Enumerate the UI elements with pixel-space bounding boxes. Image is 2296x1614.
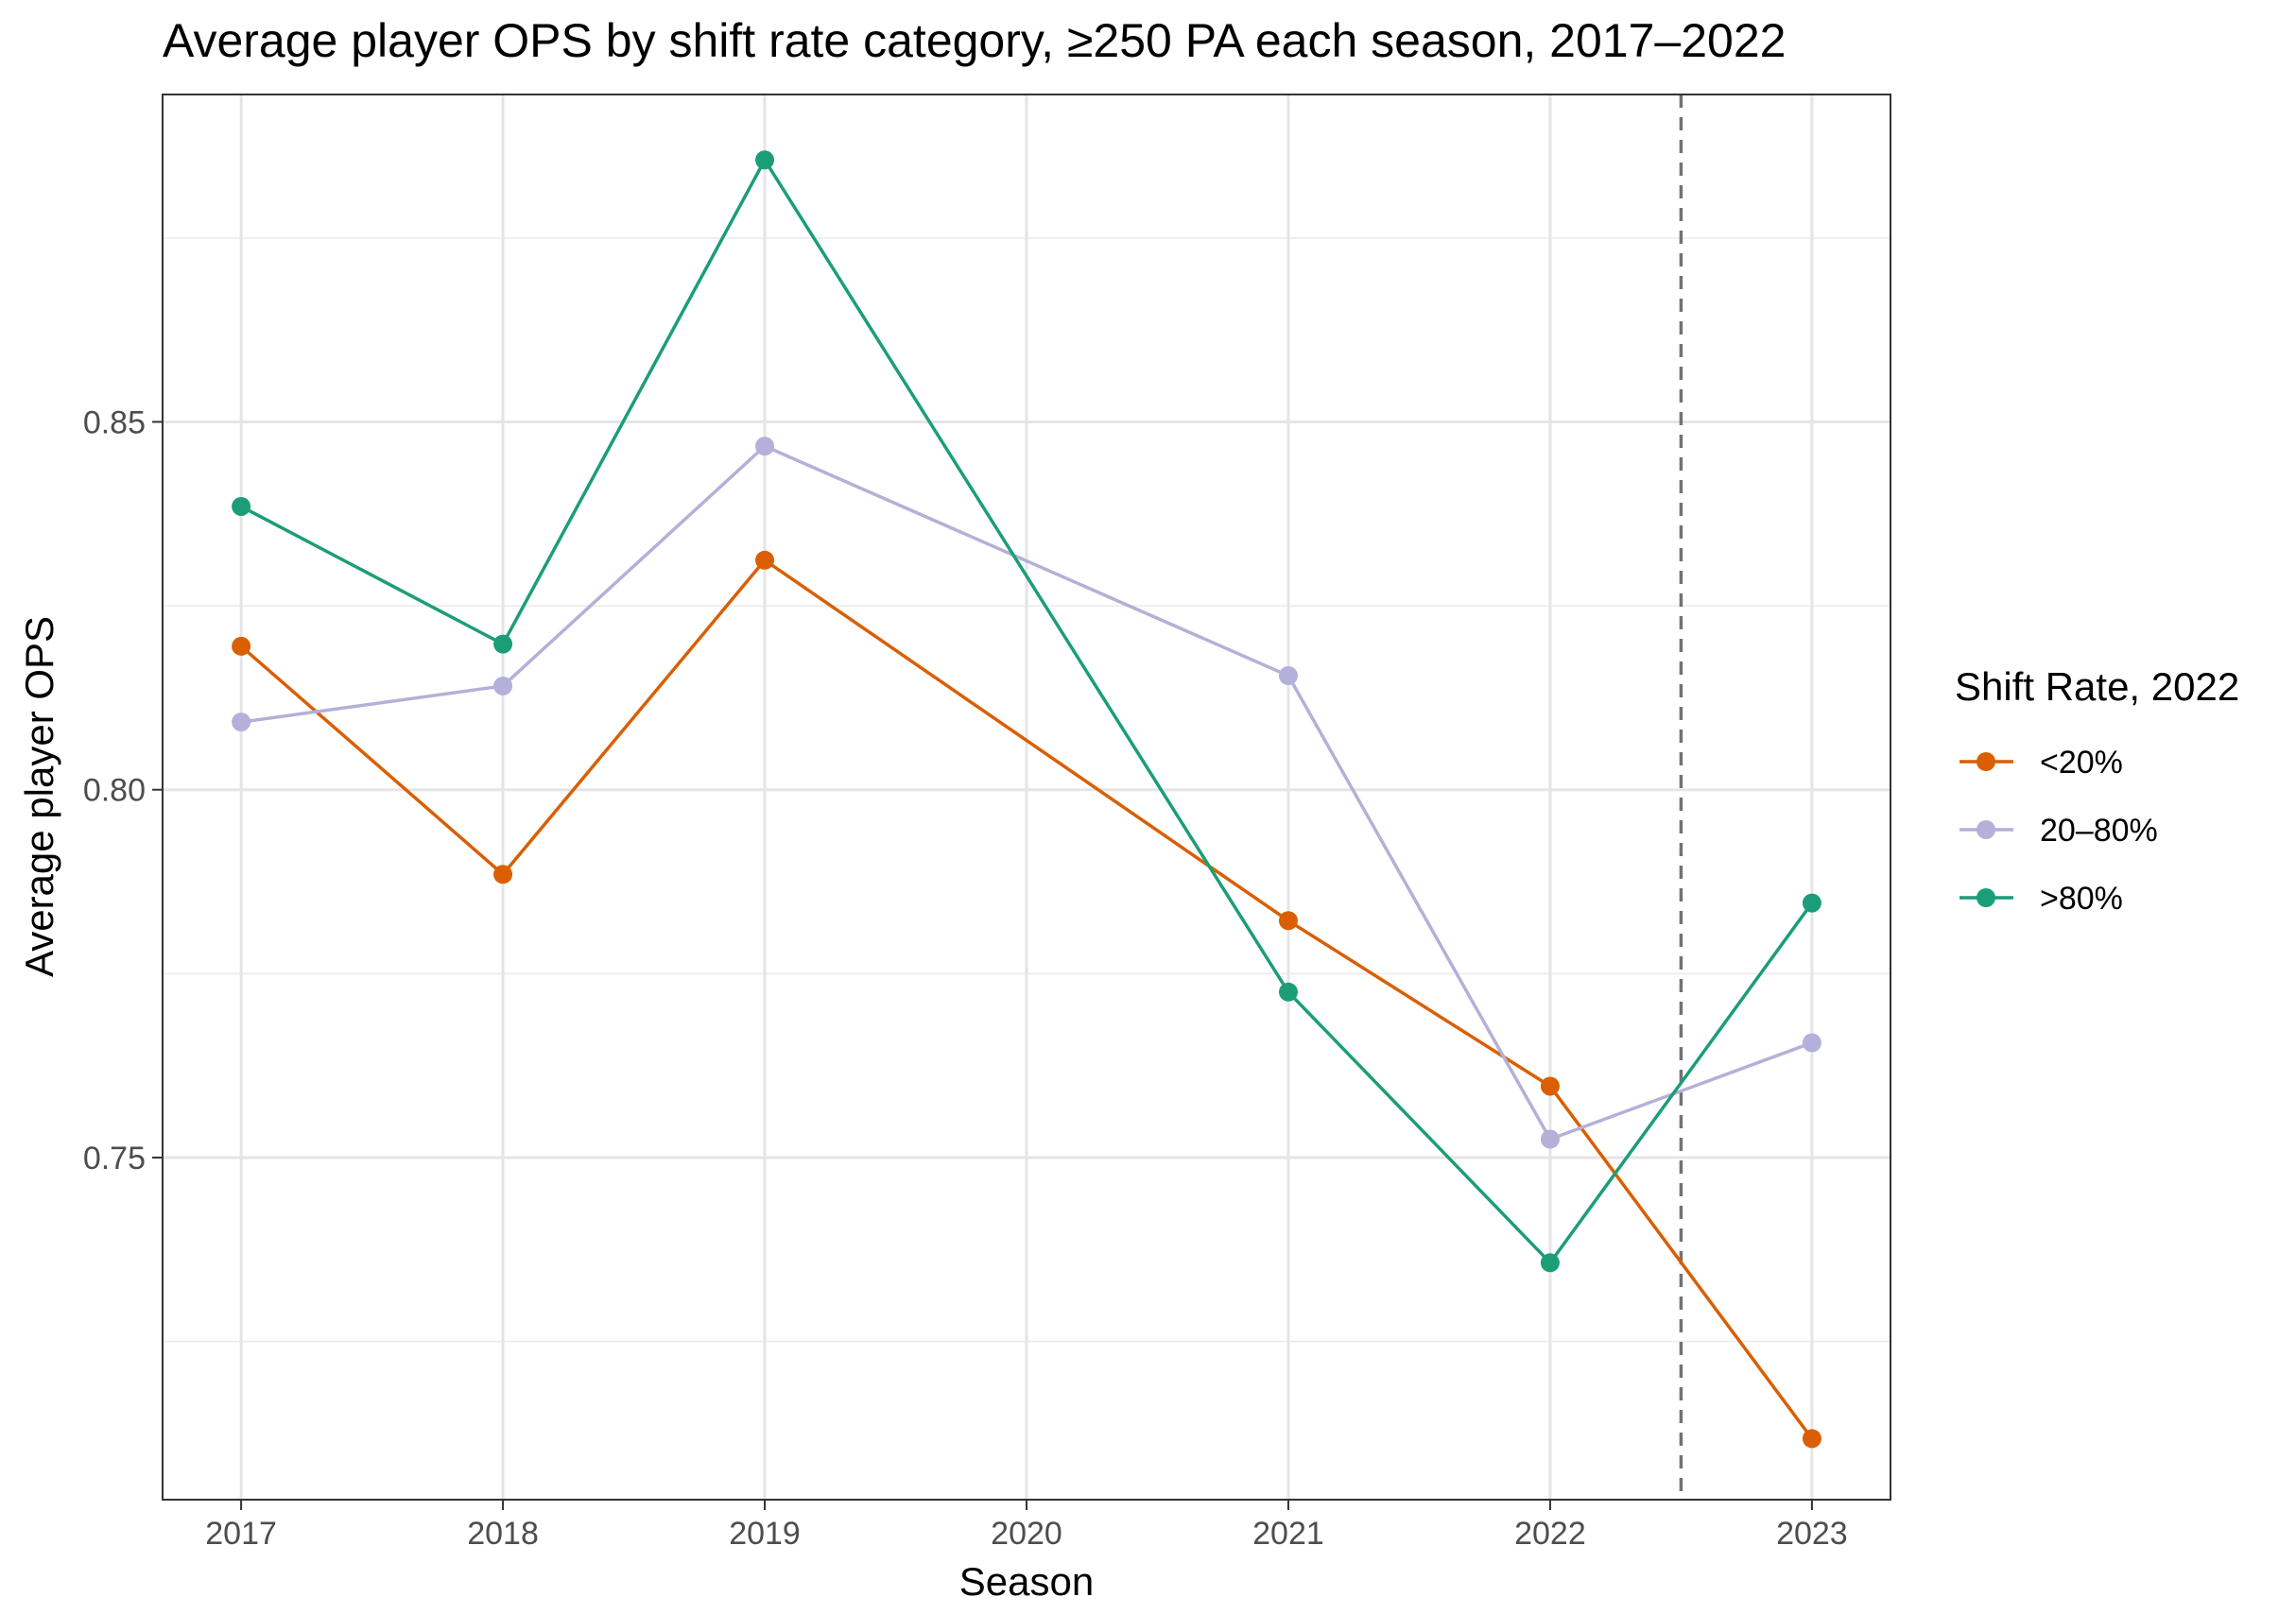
data-point <box>1540 1129 1560 1149</box>
legend-item: 20–80% <box>1959 813 2158 849</box>
x-tick-label: 2022 <box>1514 1516 1586 1552</box>
x-tick-label: 2017 <box>205 1516 277 1552</box>
data-point <box>232 496 251 516</box>
y-tick-label: 0.80 <box>83 773 146 809</box>
legend-item: <20% <box>1959 745 2123 781</box>
x-axis-title: Season <box>959 1559 1094 1604</box>
data-point <box>493 865 513 884</box>
series-line <box>239 558 1814 1440</box>
x-tick-label: 2020 <box>991 1516 1062 1552</box>
data-point <box>232 636 251 656</box>
data-point <box>1278 666 1298 686</box>
data-point <box>755 150 775 170</box>
y-axis-title: Average player OPS <box>17 616 61 977</box>
axes: 2017 2018 2019 2020 2021 2022 2023 0.75 0.80 0.85 <box>83 404 1848 1552</box>
data-point <box>1278 982 1298 1002</box>
data-point <box>493 676 513 695</box>
y-tick-label: 0.75 <box>83 1141 146 1176</box>
data-point <box>493 634 513 654</box>
legend-label: >80% <box>2040 881 2123 917</box>
series-1 <box>232 437 1821 1149</box>
legend-key-point <box>1977 820 1995 839</box>
series-0 <box>232 550 1821 1449</box>
series-line <box>240 158 1814 1265</box>
data-point <box>1540 1253 1560 1273</box>
y-tick-label: 0.85 <box>83 404 146 440</box>
data-point <box>755 550 775 570</box>
x-tick-label: 2018 <box>467 1516 539 1552</box>
data-point <box>1802 893 1821 913</box>
data-point <box>1802 1429 1821 1449</box>
data-point <box>232 713 251 732</box>
legend-label: 20–80% <box>2040 813 2158 849</box>
grid <box>163 94 1890 1500</box>
legend-key-point <box>1977 752 1995 771</box>
legend-title: Shift Rate, 2022 <box>1955 664 2239 709</box>
x-tick-label: 2019 <box>729 1516 801 1552</box>
series-group <box>232 150 1821 1449</box>
data-point <box>1278 911 1298 931</box>
chart-title: Average player OPS by shift rate categor… <box>163 14 1786 67</box>
legend-key-point <box>1977 888 1995 907</box>
legend-label: <20% <box>2040 745 2123 781</box>
legend: Shift Rate, 2022 <20% 20–80% >80% <box>1955 664 2239 917</box>
legend-item: >80% <box>1959 881 2123 917</box>
data-point <box>1802 1033 1821 1053</box>
series-2 <box>232 150 1821 1273</box>
series-line <box>240 444 1813 1142</box>
data-point <box>1540 1076 1560 1096</box>
data-point <box>755 437 775 456</box>
x-tick-label: 2021 <box>1252 1516 1324 1552</box>
x-tick-label: 2023 <box>1776 1516 1848 1552</box>
